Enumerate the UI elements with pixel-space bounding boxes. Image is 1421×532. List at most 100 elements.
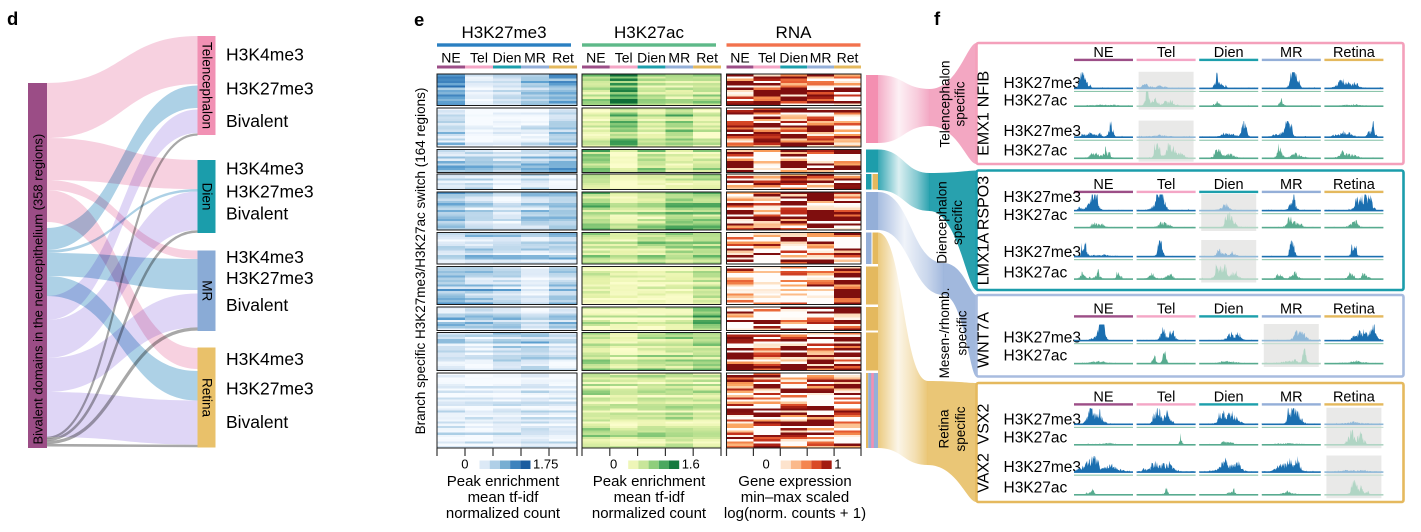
svg-text:H3K27me3: H3K27me3 (226, 268, 314, 288)
svg-text:H3K27me3: H3K27me3 (226, 379, 314, 399)
svg-text:specific: specific (955, 310, 970, 355)
svg-text:NE: NE (1093, 45, 1113, 61)
svg-text:Tel: Tel (1157, 301, 1176, 317)
svg-text:EMX1: EMX1 (976, 112, 993, 156)
svg-text:H3K27ac: H3K27ac (1004, 143, 1068, 160)
svg-text:H3K27me3: H3K27me3 (461, 23, 546, 42)
svg-text:Dien: Dien (1214, 45, 1244, 61)
svg-text:NE: NE (1093, 389, 1113, 405)
svg-text:Peak enrichment: Peak enrichment (593, 473, 706, 490)
svg-text:VAX2: VAX2 (976, 453, 993, 493)
svg-text:RNA: RNA (776, 23, 813, 42)
svg-text:H3K4me3: H3K4me3 (226, 349, 304, 369)
svg-text:Ret: Ret (696, 50, 718, 66)
svg-text:H3K27me3: H3K27me3 (1004, 411, 1082, 428)
svg-text:Mesen-/rhomb.: Mesen-/rhomb. (937, 288, 952, 379)
svg-text:e: e (414, 9, 424, 30)
svg-text:Retina: Retina (937, 409, 952, 449)
svg-text:H3K27me3: H3K27me3 (1004, 330, 1082, 347)
svg-text:Bivalent: Bivalent (226, 204, 288, 224)
svg-text:H3K27me3: H3K27me3 (1004, 244, 1082, 261)
svg-text:Dien: Dien (493, 50, 522, 66)
svg-text:Retina: Retina (1333, 389, 1376, 405)
svg-text:H3K27me3: H3K27me3 (1004, 189, 1082, 206)
svg-text:Tel: Tel (1157, 45, 1176, 61)
svg-text:f: f (934, 8, 941, 29)
svg-text:log(norm. counts + 1): log(norm. counts + 1) (724, 505, 866, 522)
svg-text:Tel: Tel (615, 50, 633, 66)
svg-text:H3K27me3: H3K27me3 (1004, 123, 1082, 140)
svg-text:Retina: Retina (200, 378, 215, 418)
svg-text:NE: NE (441, 50, 460, 66)
svg-text:Dien: Dien (637, 50, 666, 66)
svg-text:MR: MR (1280, 301, 1303, 317)
svg-text:H3K27ac: H3K27ac (1004, 348, 1068, 365)
svg-text:NE: NE (1093, 177, 1113, 193)
svg-text:WNT7A: WNT7A (976, 312, 993, 368)
svg-text:1.75: 1.75 (533, 457, 558, 472)
svg-text:MR: MR (1280, 177, 1303, 193)
svg-text:specific: specific (953, 406, 968, 451)
svg-text:H3K27ac: H3K27ac (1004, 480, 1068, 497)
svg-text:NE: NE (1093, 301, 1113, 317)
svg-text:H3K27me3: H3K27me3 (1004, 459, 1082, 476)
svg-text:MR: MR (524, 50, 546, 66)
svg-text:Dien: Dien (779, 50, 808, 66)
svg-text:Bivalent: Bivalent (226, 412, 288, 432)
svg-text:0: 0 (461, 457, 468, 472)
svg-text:H3K27ac: H3K27ac (614, 23, 684, 42)
svg-text:Bivalent: Bivalent (226, 111, 288, 131)
svg-text:H3K27ac: H3K27ac (1004, 265, 1068, 282)
svg-text:H3K27ac: H3K27ac (1004, 207, 1068, 224)
svg-text:Dien: Dien (200, 183, 215, 211)
svg-text:MR: MR (1280, 45, 1303, 61)
svg-text:MR: MR (810, 50, 832, 66)
svg-text:Dien: Dien (1214, 301, 1244, 317)
svg-text:H3K4me3: H3K4me3 (226, 45, 304, 65)
svg-text:normalized count: normalized count (592, 505, 707, 522)
svg-text:MR: MR (200, 280, 215, 301)
svg-text:min–max scaled: min–max scaled (741, 489, 849, 506)
svg-text:normalized count: normalized count (446, 505, 561, 522)
svg-text:NFIB: NFIB (976, 71, 993, 107)
svg-text:Tel: Tel (1157, 389, 1176, 405)
svg-text:H3K27ac: H3K27ac (1004, 430, 1068, 447)
svg-text:H3K4me3: H3K4me3 (226, 247, 304, 267)
svg-text:mean tf-idf: mean tf-idf (468, 489, 540, 506)
svg-text:Retina: Retina (1333, 45, 1376, 61)
svg-text:MR: MR (668, 50, 690, 66)
svg-text:Bivalent: Bivalent (226, 295, 288, 315)
svg-text:Dien: Dien (1214, 177, 1244, 193)
svg-text:H3K27me3: H3K27me3 (226, 182, 314, 202)
svg-text:Peak enrichment: Peak enrichment (447, 473, 560, 490)
svg-text:NE: NE (586, 50, 605, 66)
svg-text:mean tf-idf: mean tf-idf (614, 489, 686, 506)
svg-text:0: 0 (762, 457, 769, 472)
svg-text:Telencephalon: Telencephalon (200, 42, 215, 129)
svg-text:1.6: 1.6 (682, 457, 700, 472)
svg-text:RSPO3: RSPO3 (976, 176, 993, 230)
svg-text:Tel: Tel (758, 50, 776, 66)
svg-text:H3K27me3: H3K27me3 (1004, 75, 1082, 92)
svg-text:H3K27me3: H3K27me3 (226, 79, 314, 99)
svg-text:Gene expression: Gene expression (738, 473, 851, 490)
svg-text:Tel: Tel (470, 50, 488, 66)
svg-text:specific: specific (953, 81, 968, 126)
svg-text:Dien: Dien (1214, 389, 1244, 405)
svg-text:Retina: Retina (1333, 301, 1376, 317)
svg-text:NE: NE (730, 50, 749, 66)
svg-text:LMX1A: LMX1A (976, 232, 993, 285)
svg-text:Telencephalon: Telencephalon (938, 60, 953, 147)
svg-text:Ret: Ret (837, 50, 859, 66)
svg-text:0: 0 (610, 457, 617, 472)
svg-text:Tel: Tel (1157, 177, 1176, 193)
svg-text:VSX2: VSX2 (976, 403, 993, 444)
svg-text:Retina: Retina (1333, 177, 1376, 193)
svg-text:Branch specific H3K27me3/H3K27: Branch specific H3K27me3/H3K27ac switch … (413, 88, 428, 435)
svg-text:d: d (7, 8, 18, 29)
svg-text:Diencephalon: Diencephalon (935, 181, 950, 264)
svg-text:Bivalent domains in the neuroe: Bivalent domains in the neuroepithelium … (31, 134, 46, 445)
svg-text:H3K4me3: H3K4me3 (226, 159, 304, 179)
svg-text:specific: specific (950, 200, 965, 245)
svg-text:1: 1 (834, 457, 841, 472)
